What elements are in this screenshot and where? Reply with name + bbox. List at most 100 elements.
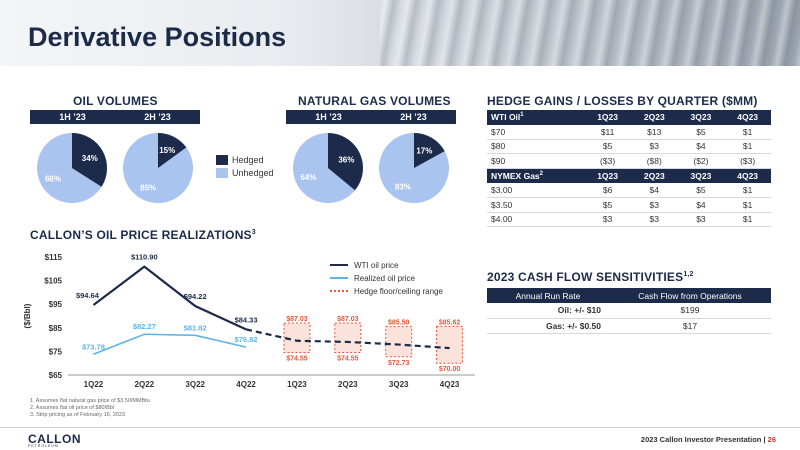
wti-cell: $1 <box>724 124 771 140</box>
realized-line <box>93 333 247 356</box>
gas-cell: $1 <box>724 212 771 228</box>
oil-pie-1-hedged-label: 15% <box>159 146 175 155</box>
wti-data-label: $94.22 <box>184 292 207 301</box>
legend-unhedged-swatch <box>216 168 228 178</box>
y-tick-label: $95 <box>49 300 63 309</box>
gas-cell: $3 <box>677 212 725 228</box>
gas-volumes-pies: 36% 64% 17% 83% <box>293 133 449 203</box>
gas-pie-0-unhedged-label: 64% <box>300 173 316 182</box>
hedge-gains-table: WTI Oil1 1Q23 2Q23 3Q23 4Q23 $70 $11 $13 $5 $1 $80… <box>487 110 771 228</box>
wti-line <box>92 265 247 331</box>
gas-cell: $5 <box>584 197 631 213</box>
footnote-1: 1. Assumes flat natural gas price of $3.… <box>30 398 150 404</box>
hedge-floor-label: $74.55 <box>337 355 359 362</box>
table-row: Oil: +/- $10 $199 <box>487 303 771 319</box>
realizations-title: CALLON’S OIL PRICE REALIZATIONS3 <box>30 228 256 242</box>
wti-cell: $5 <box>677 124 725 140</box>
oil-period-2h: 2H ’23 <box>144 112 171 122</box>
gas-cell: $5 <box>677 182 725 199</box>
table-row: $70 $11 $13 $5 $1 <box>487 124 771 140</box>
cash-flow-oil-label: Oil: +/- $10 <box>487 303 609 319</box>
wti-cell: ($2) <box>677 153 725 169</box>
realizations-title-text: CALLON’S OIL PRICE REALIZATIONS <box>30 228 252 242</box>
hedge-ceiling-label: $85.62 <box>439 319 461 326</box>
callon-logo-sub: PETROLEUM <box>28 444 59 448</box>
hedge-range-box <box>334 322 362 353</box>
wti-header-row: WTI Oil1 1Q23 2Q23 3Q23 4Q23 <box>487 110 771 125</box>
table-row: $3.00 $6 $4 $5 $1 <box>487 182 771 199</box>
gas-header-0: NYMEX Gas2 <box>487 168 585 183</box>
wti-data-label: $84.33 <box>235 315 258 324</box>
oil-pie-0-unhedged-label: 66% <box>45 174 61 183</box>
realized-data-label: $76.82 <box>235 335 258 344</box>
y-tick-label: $65 <box>49 371 63 380</box>
footer-divider <box>0 427 800 428</box>
footer-presentation-label: 2023 Callon Investor Presentation <box>640 435 762 444</box>
cash-flow-gas-label: Gas: +/- $0.50 <box>487 318 609 334</box>
gas-cell: $3 <box>630 212 678 228</box>
gas-period-2h: 2H ’23 <box>400 112 427 122</box>
y-tick-label: $105 <box>44 277 62 286</box>
table-row: $90 ($3) ($8) ($2) ($3) <box>487 153 771 169</box>
wti-cell: $90 <box>487 153 585 169</box>
hedge-range-box <box>283 322 311 353</box>
x-tick-label: 2Q23 <box>338 380 358 389</box>
table-row: Gas: +/- $0.50 $17 <box>487 318 771 334</box>
page-title: Derivative Positions <box>28 22 287 52</box>
gas-cell: $4.00 <box>487 212 585 228</box>
wti-header-3: 3Q23 <box>677 110 725 125</box>
wti-cell: $70 <box>487 124 585 140</box>
wti-header-2: 2Q23 <box>630 110 678 125</box>
footnotes: 1. Assumes flat natural gas price of $3.… <box>30 398 150 419</box>
gas-cell: $3.00 <box>487 182 585 199</box>
x-tick-label: 1Q23 <box>287 380 307 389</box>
cash-flow-title-sup: 1,2 <box>683 271 694 278</box>
gas-period-1h: 1H ’23 <box>315 112 342 122</box>
gas-cell: $1 <box>724 197 771 213</box>
wti-cell: $5 <box>584 139 631 155</box>
page-number: 26 <box>767 435 776 444</box>
cash-flow-header-rate: Annual Run Rate <box>487 288 609 303</box>
wti-data-label: $94.64 <box>76 291 100 300</box>
oil-price-chart: ($/Bbl) $65 $75 $85 $95 $105 $115 1Q22 2Q22 3Q22 4… <box>23 253 475 389</box>
cash-flow-oil-value: $199 <box>609 303 771 319</box>
table-row: $4.00 $3 $3 $3 $1 <box>487 212 771 228</box>
hedge-range-box <box>385 326 413 358</box>
title-banner <box>0 0 800 66</box>
oil-volumes-period-bar: 1H ’23 2H ’23 <box>30 110 200 124</box>
wti-cell: $80 <box>487 139 585 155</box>
y-axis-label: ($/Bbl) <box>23 303 32 328</box>
gas-pie-0-hedged-slice <box>328 133 363 191</box>
oil-pie-1-hedged-slice <box>158 133 187 168</box>
gas-volumes-title: NATURAL GAS VOLUMES <box>298 94 451 108</box>
wti-cell: $11 <box>584 124 631 140</box>
gas-volumes-period-bar: 1H ’23 2H ’23 <box>286 110 456 124</box>
table-row: $80 $5 $3 $4 $1 <box>487 139 771 155</box>
x-tick-label: 4Q22 <box>236 380 256 389</box>
legend-wti-label: WTI oil price <box>354 261 399 270</box>
legend-hedge-label: Hedge floor/ceiling range <box>354 287 443 296</box>
legend-unhedged-label: Unhedged <box>232 168 274 178</box>
y-tick-label: $115 <box>45 253 63 262</box>
wti-cell: $4 <box>677 139 725 155</box>
gas-cell: $4 <box>630 182 678 199</box>
gas-header-3: 3Q23 <box>677 168 725 183</box>
x-tick-label: 3Q23 <box>389 380 409 389</box>
wti-cell: ($8) <box>630 153 678 169</box>
footnote-3: 3. Strip pricing as of February 16, 2023 <box>30 412 126 418</box>
hedge-ceiling-label: $87.03 <box>337 316 359 323</box>
cash-flow-table: Annual Run Rate Cash Flow from Operation… <box>487 288 771 334</box>
wti-header-0: WTI Oil1 <box>487 110 585 125</box>
legend-unhedged: Unhedged <box>216 168 274 178</box>
realizations-title-sup: 3 <box>251 229 256 236</box>
gas-header-2: 2Q23 <box>630 168 678 183</box>
gas-cell: $3.50 <box>487 197 585 213</box>
wti-data-label: $110.90 <box>131 253 158 262</box>
cash-flow-title: 2023 CASH FLOW SENSITIVITIES1,2 <box>487 270 694 284</box>
hedge-floor-label: $74.55 <box>286 355 308 362</box>
hedge-table-title: HEDGE GAINS / LOSSES BY QUARTER ($MM) <box>487 94 758 108</box>
wti-cell: ($3) <box>584 153 631 169</box>
oil-pie-0-hedged-label: 34% <box>82 154 98 163</box>
gas-cell: $6 <box>584 182 631 199</box>
chart-legend: WTI oil price Realized oil price Hedge flo… <box>330 261 443 296</box>
